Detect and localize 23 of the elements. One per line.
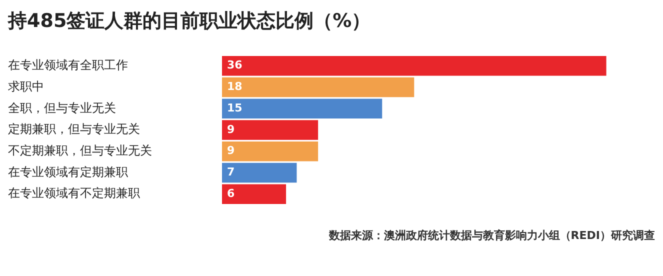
y-tick-label: 定期兼职，但与专业无关	[8, 122, 140, 136]
bar	[222, 184, 286, 204]
data-label: 6	[227, 186, 235, 200]
y-tick-label: 全职，但与专业无关	[8, 100, 116, 115]
data-label: 15	[227, 101, 242, 114]
data-label: 9	[227, 144, 235, 158]
chart-title: 持485签证人群的目前职业状态比例（%）	[8, 9, 372, 34]
y-tick-label: 不定期兼职，但与专业无关	[8, 143, 152, 158]
y-tick-label: 在专业领域有定期兼职	[8, 164, 128, 179]
bar	[222, 142, 318, 162]
bar	[222, 162, 297, 183]
bar	[222, 98, 382, 118]
y-tick-label: 求职中	[8, 79, 44, 94]
bar	[222, 56, 606, 76]
data-label: 7	[227, 166, 235, 179]
source-note: 数据来源：澳洲政府统计数据与教育影响力小组（REDI）研究调查	[328, 228, 655, 243]
data-label: 18	[227, 80, 242, 94]
bar	[222, 120, 318, 140]
data-label: 36	[227, 58, 243, 72]
data-label: 9	[227, 122, 235, 136]
y-tick-label: 在专业领域有全职工作	[8, 58, 128, 72]
y-tick-label: 在专业领域有不定期兼职	[8, 186, 140, 200]
bar	[222, 77, 414, 98]
